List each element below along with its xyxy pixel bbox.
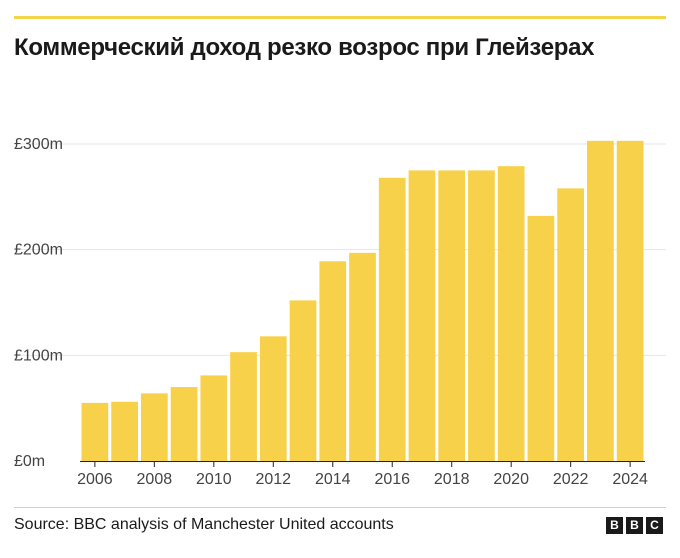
x-tick-label: 2016 — [374, 471, 410, 488]
bar-2021 — [527, 215, 555, 461]
bar-2013 — [289, 300, 317, 461]
y-tick-label: £0m — [14, 453, 45, 470]
bar-2016 — [378, 177, 406, 461]
bar-2010 — [200, 375, 228, 461]
bar-2006 — [81, 402, 109, 461]
bbc-logo-letter: C — [646, 517, 663, 534]
chart-title: Коммерческий доход резко возрос при Глей… — [14, 34, 595, 61]
bar-2008 — [140, 393, 168, 461]
x-tick-label: 2006 — [77, 471, 113, 488]
bar-chart: £0m £100m £200m £300m 2006 2008 2010 2012 2014 20… — [14, 136, 666, 488]
bar-2017 — [408, 170, 436, 461]
bar-2023 — [587, 140, 614, 461]
x-tick-label: 2022 — [553, 471, 589, 488]
bar-2015 — [349, 252, 376, 461]
bbc-logo: B B C — [606, 517, 663, 534]
bar-2011 — [230, 352, 257, 461]
bar-2012 — [259, 336, 287, 461]
bbc-logo-letter: B — [606, 517, 623, 534]
x-tick-label: 2020 — [493, 471, 529, 488]
bar-2009 — [170, 387, 198, 461]
footer-divider — [14, 507, 666, 508]
bar-2024 — [616, 140, 644, 461]
bar-2014 — [319, 261, 347, 461]
y-tick-label: £100m — [14, 347, 63, 364]
y-tick-label: £300m — [14, 136, 63, 153]
x-tick-label: 2008 — [137, 471, 173, 488]
bbc-logo-letter: B — [626, 517, 643, 534]
top-accent-rule — [14, 16, 666, 19]
x-tick-label: 2014 — [315, 471, 351, 488]
y-tick-label: £200m — [14, 242, 63, 259]
x-tick-label: 2010 — [196, 471, 232, 488]
bar-2022 — [557, 188, 585, 461]
bar-2007 — [111, 401, 138, 461]
x-tick-label: 2018 — [434, 471, 470, 488]
bar-2018 — [438, 170, 466, 461]
bar-2020 — [497, 166, 525, 461]
x-tick-label: 2012 — [255, 471, 291, 488]
source-note: Source: BBC analysis of Manchester Unite… — [14, 516, 394, 533]
bar-2019 — [468, 170, 495, 461]
x-tick-label: 2024 — [612, 471, 648, 488]
